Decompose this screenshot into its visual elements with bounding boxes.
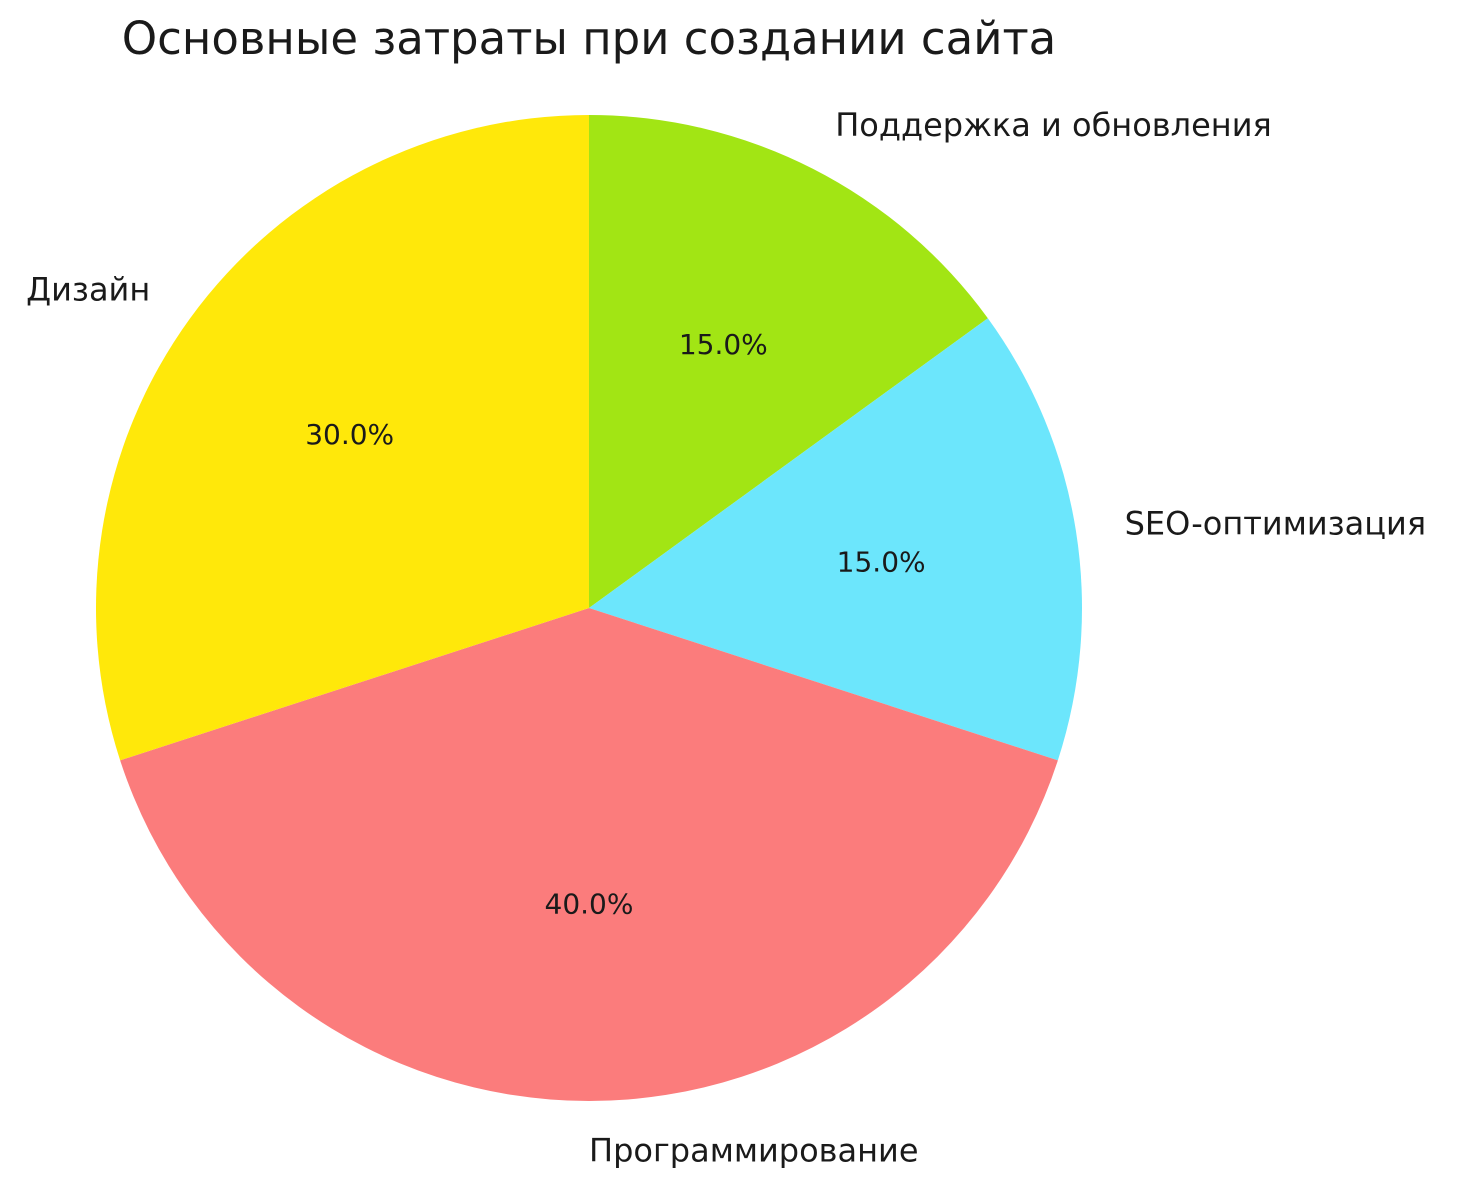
pie-slice-1 [589, 115, 988, 608]
percent-label-4: 30.0% [305, 418, 394, 451]
pie-slice-3 [120, 608, 1058, 1101]
slice-label-3: Программирование [589, 1132, 919, 1170]
chart-title: Основные затраты при создании сайта [121, 12, 1057, 65]
slice-label-4: Дизайн [26, 270, 150, 308]
pie-slice-4 [95, 115, 590, 761]
pie-slice-2 [589, 318, 1082, 761]
percent-label-1: 15.0% [679, 328, 768, 361]
percent-label-2: 15.0% [837, 546, 926, 579]
slice-label-2: SEO-оптимизация [1125, 504, 1426, 542]
percent-label-3: 40.0% [545, 888, 634, 921]
slice-label-1: Поддержка и обновления [835, 106, 1272, 144]
